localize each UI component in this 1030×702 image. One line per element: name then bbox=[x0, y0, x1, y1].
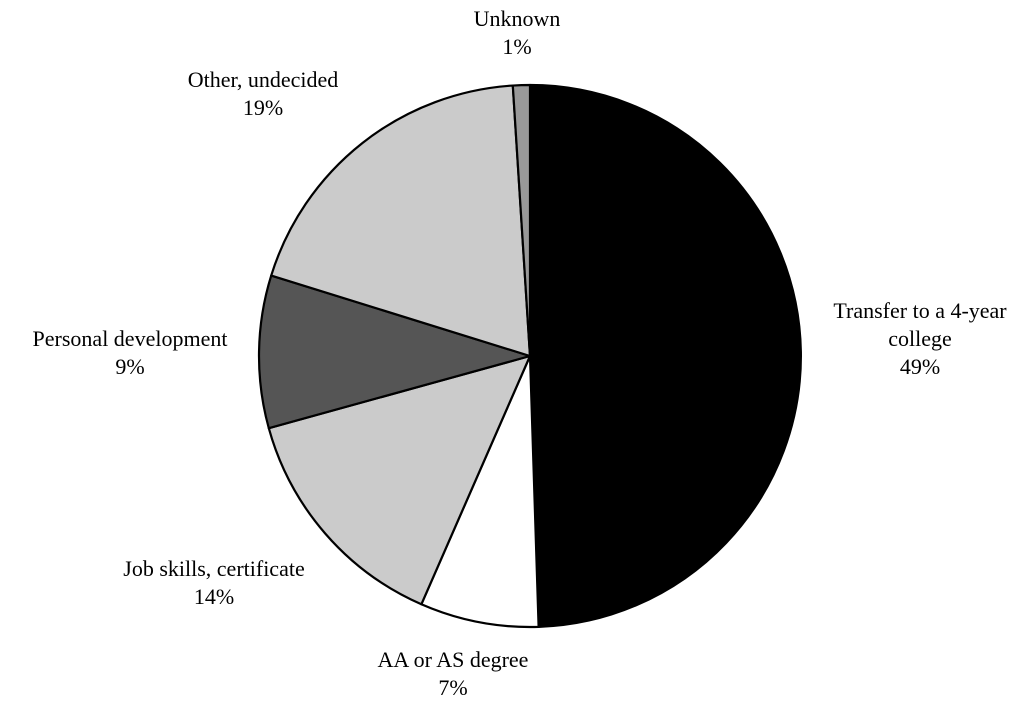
slice-percent: 7% bbox=[438, 675, 467, 700]
slice-label-1: Transfer to a 4-year college 49% bbox=[833, 298, 1007, 379]
slice-label-4: Personal development 9% bbox=[33, 326, 228, 379]
slice-percent: 9% bbox=[115, 354, 144, 379]
slice-category: Transfer to a 4-year bbox=[833, 298, 1007, 323]
slice-label-6: Unknown 1% bbox=[474, 6, 561, 59]
pie-slice-6 bbox=[511, 83, 532, 358]
pie-slice-3 bbox=[267, 354, 532, 606]
slice-category: college bbox=[888, 326, 952, 351]
pie-slice-1 bbox=[528, 83, 802, 628]
pie-slices bbox=[257, 83, 802, 629]
pie-slice-2 bbox=[420, 354, 540, 629]
slice-category: Personal development bbox=[33, 326, 228, 351]
slice-category: Other, undecided bbox=[188, 67, 339, 92]
slice-category: Job skills, certificate bbox=[123, 556, 304, 581]
pie-slice-5 bbox=[270, 84, 532, 358]
slice-percent: 49% bbox=[900, 354, 940, 379]
pie-slice-4 bbox=[257, 274, 532, 430]
slice-percent: 1% bbox=[502, 34, 531, 59]
slice-label-5: Other, undecided 19% bbox=[188, 67, 339, 120]
slice-percent: 19% bbox=[243, 95, 283, 120]
slice-label-3: Job skills, certificate 14% bbox=[123, 556, 304, 609]
slice-percent: 14% bbox=[194, 584, 234, 609]
slice-label-2: AA or AS degree 7% bbox=[378, 647, 529, 700]
pie-labels: Transfer to a 4-year college 49% AA or AS d… bbox=[33, 6, 1008, 700]
slice-category: Unknown bbox=[474, 6, 561, 31]
slice-category: AA or AS degree bbox=[378, 647, 529, 672]
